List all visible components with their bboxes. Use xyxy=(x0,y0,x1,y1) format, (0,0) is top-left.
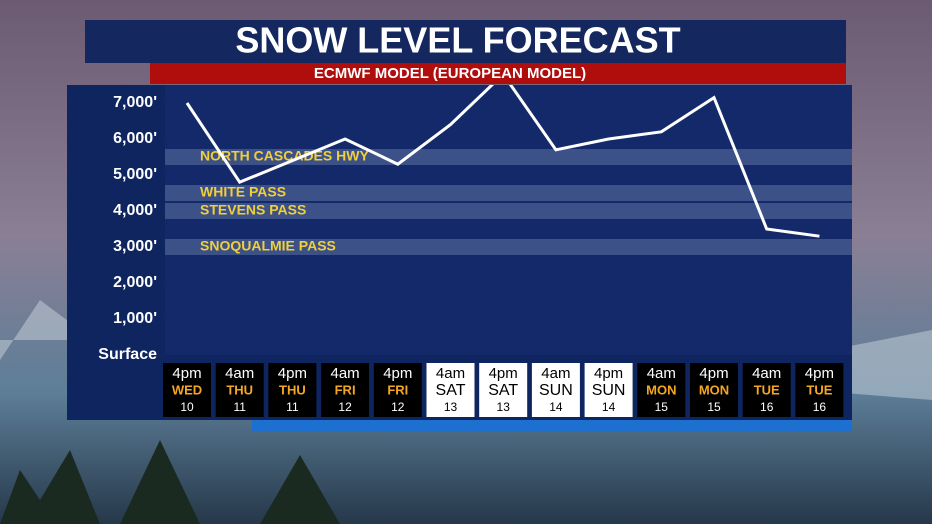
x-date-label: 14 xyxy=(602,400,616,414)
x-slot xyxy=(795,363,844,417)
x-date-label: 12 xyxy=(338,400,352,414)
x-slot xyxy=(637,363,686,417)
y-tick-label: 2,000' xyxy=(113,274,157,291)
x-day-label: SUN xyxy=(592,382,626,399)
pass-band xyxy=(165,239,852,255)
y-tick-label: Surface xyxy=(98,346,157,363)
x-date-label: 15 xyxy=(655,400,669,414)
x-time-label: 4pm xyxy=(278,365,307,382)
x-time-label: 4pm xyxy=(805,365,834,382)
x-date-label: 13 xyxy=(497,400,511,414)
x-slot xyxy=(373,363,422,417)
x-time-label: 4pm xyxy=(489,365,518,382)
x-slot xyxy=(268,363,317,417)
trees xyxy=(0,440,340,524)
x-date-label: 13 xyxy=(444,400,458,414)
x-date-label: 11 xyxy=(233,400,246,414)
x-day-label: SAT xyxy=(436,382,466,399)
x-day-label: THU xyxy=(226,382,253,397)
x-date-label: 12 xyxy=(391,400,405,414)
chart-title: SNOW LEVEL FORECAST xyxy=(235,20,680,61)
title-banner xyxy=(85,20,846,63)
x-slot xyxy=(215,363,264,417)
y-tick-label: 1,000' xyxy=(113,310,157,327)
x-day-label: MON xyxy=(699,382,729,397)
pass-band xyxy=(165,185,852,201)
x-slot xyxy=(531,363,580,417)
x-time-label: 4pm xyxy=(383,365,412,382)
x-day-label: WED xyxy=(172,382,202,397)
pass-band xyxy=(165,149,852,165)
y-tick-label: 5,000' xyxy=(113,166,157,183)
x-day-label: THU xyxy=(279,382,306,397)
x-day-label: SUN xyxy=(539,382,573,399)
y-tick-label: 6,000' xyxy=(113,130,157,147)
x-day-label: MON xyxy=(646,382,676,397)
x-slot xyxy=(163,363,211,417)
pass-label: STEVENS PASS xyxy=(200,202,306,218)
subtitle-banner xyxy=(150,63,846,84)
x-time-label: 4pm xyxy=(594,365,623,382)
plot-area xyxy=(165,85,852,355)
x-date-label: 16 xyxy=(760,400,774,414)
x-date-label: 11 xyxy=(286,400,299,414)
x-day-label: TUE xyxy=(806,382,832,397)
pass-band xyxy=(165,203,852,219)
x-date-label: 14 xyxy=(549,400,563,414)
x-slot xyxy=(584,363,633,417)
x-time-label: 4am xyxy=(225,365,254,382)
x-time-label: 4am xyxy=(541,365,570,382)
x-time-label: 4pm xyxy=(172,365,201,382)
chart-subtitle: ECMWF MODEL (EUROPEAN MODEL) xyxy=(314,65,586,82)
x-time-label: 4pm xyxy=(699,365,728,382)
x-slot xyxy=(742,363,791,417)
x-day-label: TUE xyxy=(754,382,780,397)
x-date-label: 15 xyxy=(707,400,721,414)
pass-label: NORTH CASCADES HWY xyxy=(200,148,369,164)
pass-label: WHITE PASS xyxy=(200,184,286,200)
y-tick-label: 7,000' xyxy=(113,94,157,111)
x-date-label: 16 xyxy=(813,400,827,414)
x-slot xyxy=(690,363,738,417)
x-day-label: SAT xyxy=(488,382,518,399)
pass-label: SNOQUALMIE PASS xyxy=(200,238,336,254)
x-day-label: FRI xyxy=(387,382,408,397)
accent-strip xyxy=(252,420,852,432)
x-slot xyxy=(321,363,370,417)
snow-level-line xyxy=(185,85,820,238)
x-slot xyxy=(426,363,475,417)
x-time-label: 4am xyxy=(436,365,465,382)
series xyxy=(185,85,820,238)
x-time-label: 4am xyxy=(331,365,360,382)
x-date-label: 10 xyxy=(180,400,194,414)
y-tick-label: 3,000' xyxy=(113,238,157,255)
x-time-label: 4am xyxy=(752,365,781,382)
x-time-label: 4am xyxy=(647,365,676,382)
x-slot xyxy=(479,363,528,417)
x-day-label: FRI xyxy=(335,382,356,397)
y-tick-label: 4,000' xyxy=(113,202,157,219)
